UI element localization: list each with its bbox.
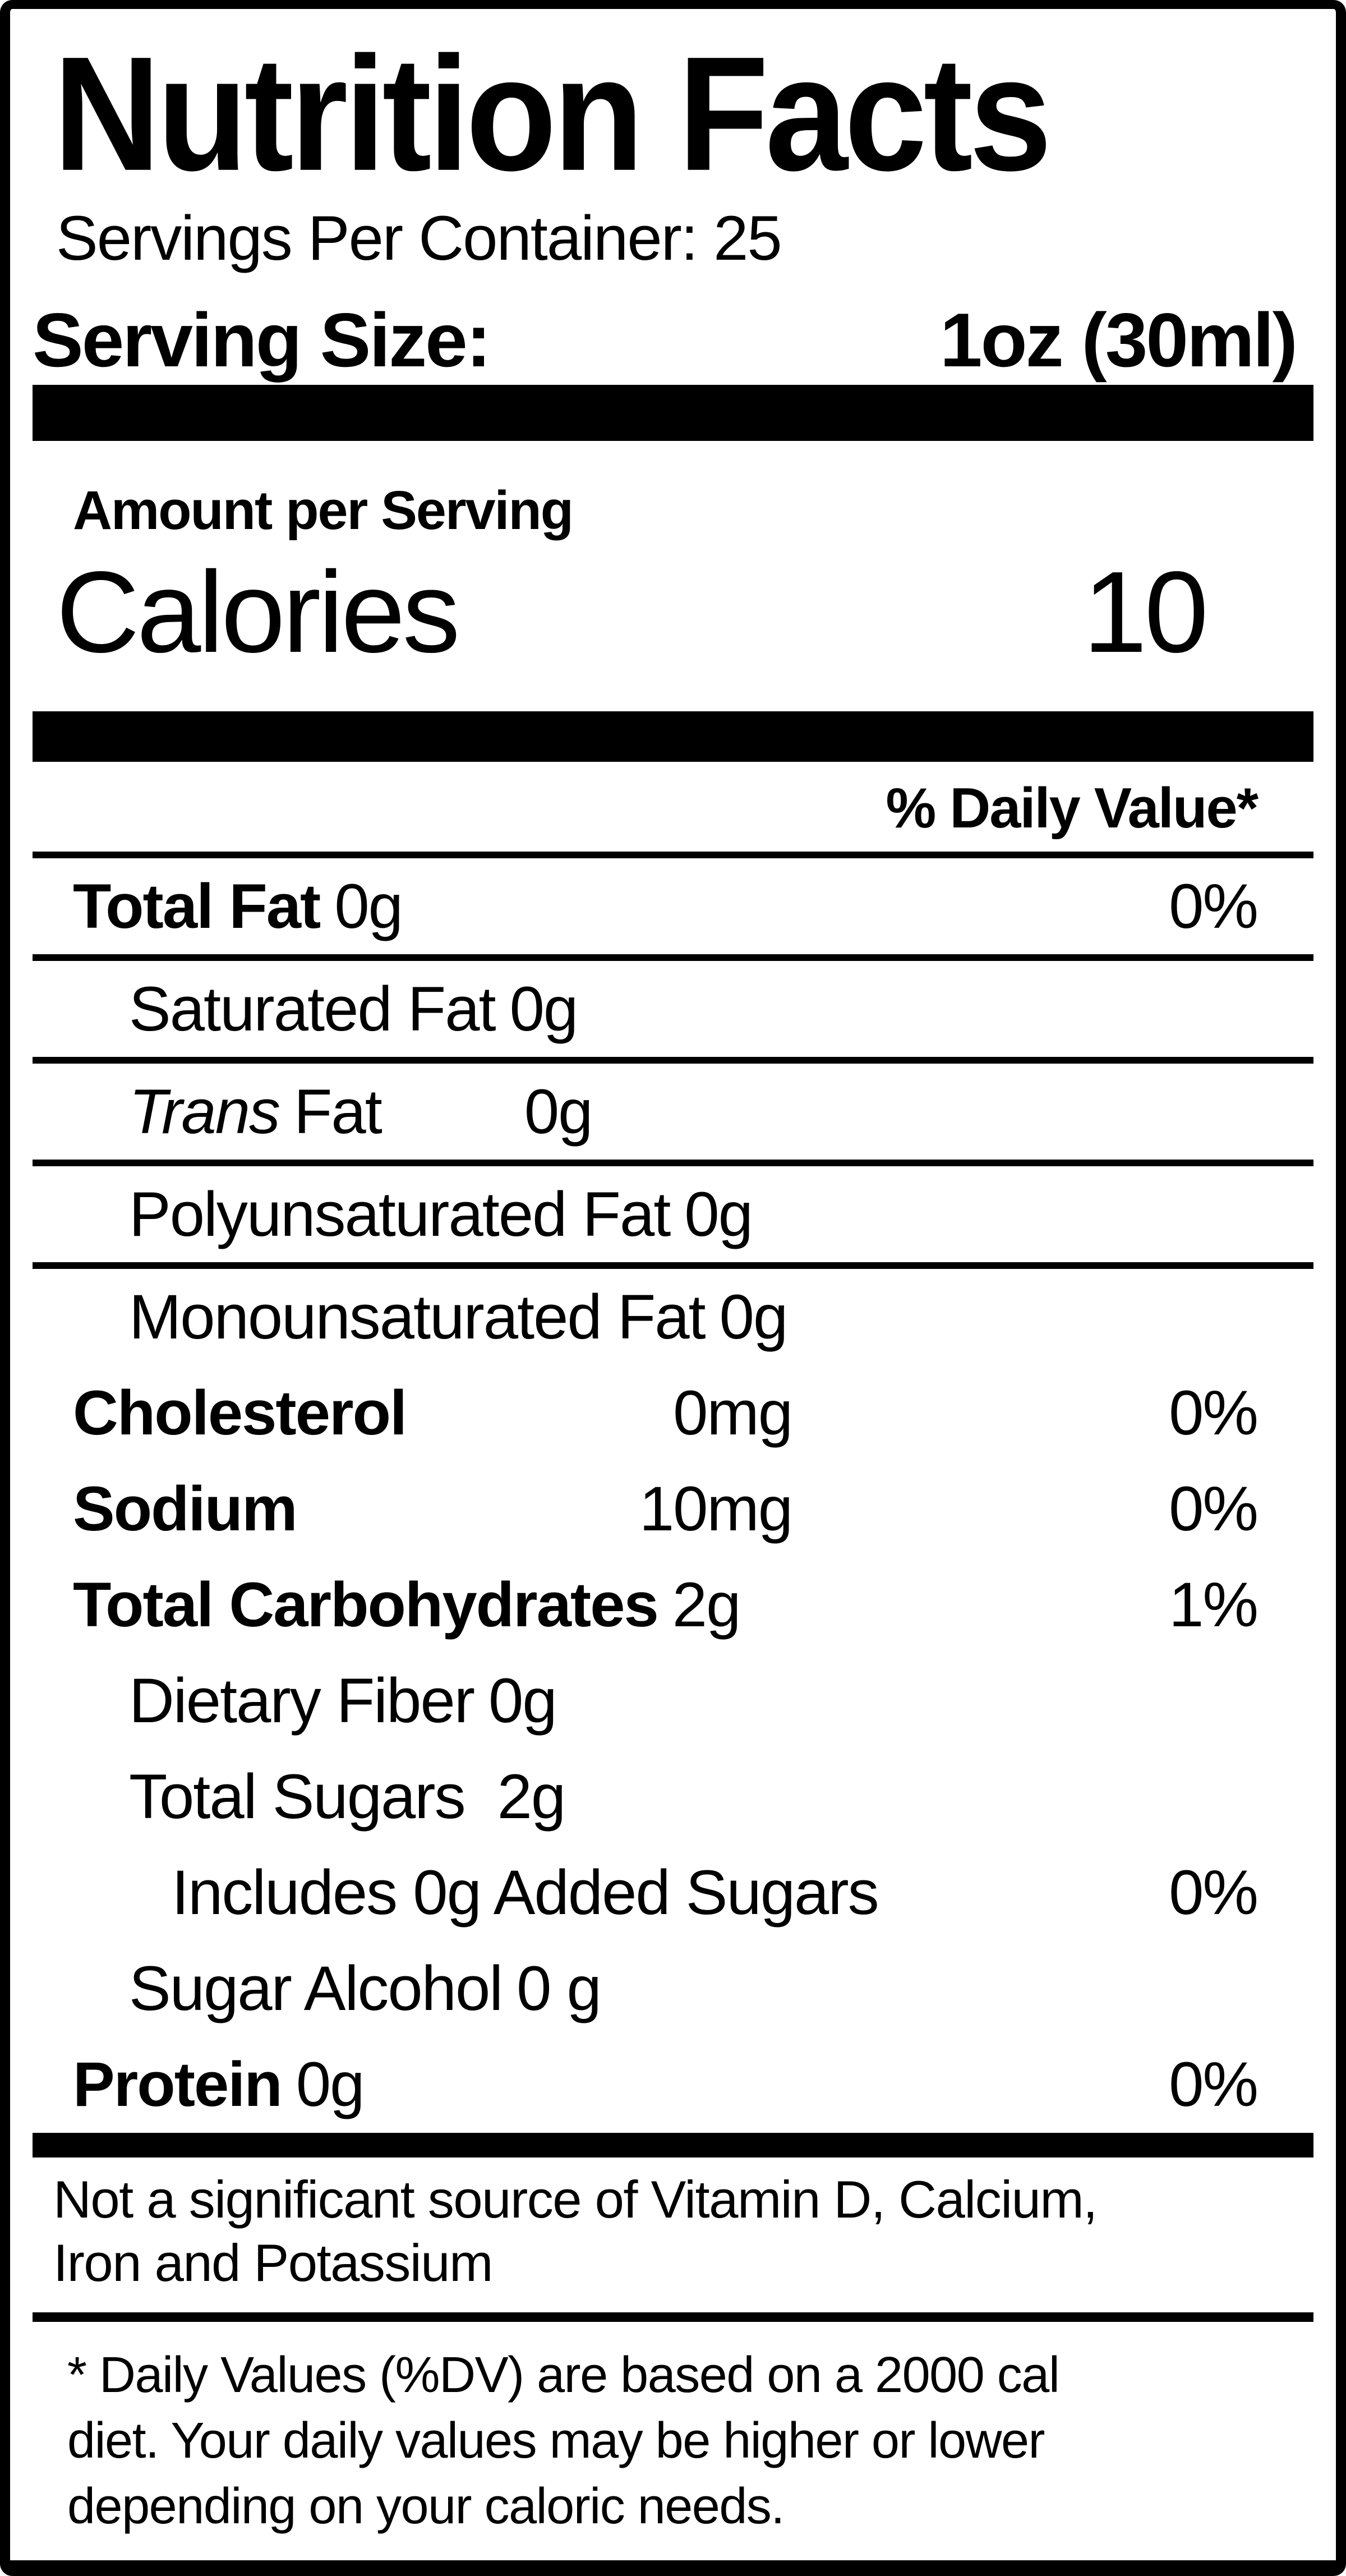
amount-per-serving-label: Amount per Serving	[73, 480, 574, 541]
nutrient-amount: 0g	[524, 1077, 593, 1147]
divider-thick-bottom	[33, 2133, 1313, 2158]
divider-thick-top	[33, 385, 1313, 441]
nutrient-name: Total Carbohydrates	[73, 1570, 659, 1640]
nutrient-amount: 0mg	[673, 1378, 793, 1448]
nutrient-amount: 0g	[334, 871, 403, 941]
calories-value: 10	[1082, 548, 1209, 677]
divider-thick-calories	[33, 711, 1313, 762]
row-total-fat: Total Fat 0g 0%	[33, 858, 1313, 954]
row-total-carbohydrates: Total Carbohydrates 2g 1%	[33, 1557, 1313, 1653]
row-sodium: Sodium 10mg 0%	[33, 1461, 1313, 1557]
nutrient-amount: 0g	[684, 1179, 753, 1249]
nutrient-amount: 0 g	[517, 1953, 602, 2023]
nutrient-amount: 0g	[719, 1282, 789, 1352]
nutrient-amount: 0g	[296, 2049, 365, 2119]
nutrient-name: Cholesterol	[73, 1378, 407, 1448]
divider-hairline	[33, 954, 1313, 961]
daily-value-header: % Daily Value*	[886, 777, 1259, 840]
row-trans-fat: Trans Fat 0g	[33, 1064, 1313, 1160]
footnote-line: depending on your caloric needs.	[67, 2478, 785, 2534]
nutrient-name: Protein	[73, 2049, 283, 2119]
nutrient-name: Dietary Fiber	[129, 1666, 475, 1736]
not-significant-note: Not a significant source of Vitamin D, C…	[53, 2168, 1269, 2294]
nutrient-name: Total Sugars	[129, 1761, 466, 1832]
row-monounsaturated-fat: Monounsaturated Fat 0g	[33, 1269, 1313, 1365]
row-polyunsaturated-fat: Polyunsaturated Fat 0g	[33, 1166, 1313, 1262]
nutrient-percent: 0%	[1169, 1378, 1259, 1448]
divider-hairline	[33, 1160, 1313, 1166]
nutrient-name: Sodium	[73, 1474, 298, 1544]
nutrient-name: Monounsaturated Fat	[129, 1282, 706, 1352]
nutrient-percent: 0%	[1169, 871, 1259, 941]
row-protein: Protein 0g 0%	[33, 2036, 1313, 2132]
nutrient-amount: 10mg	[639, 1474, 793, 1544]
nutrient-name: Polyunsaturated Fat	[129, 1179, 671, 1249]
daily-value-footnote: * Daily Values (%DV) are based on a 2000…	[67, 2343, 1269, 2540]
nutrient-name: Total Fat	[73, 871, 321, 941]
nutrient-amount: 0g	[488, 1666, 557, 1736]
label-content: Nutrition Facts Servings Per Container: …	[33, 9, 1313, 2560]
nutrient-percent: 0%	[1169, 1474, 1259, 1544]
nutrient-table: Total Fat 0g 0% Saturated Fat 0g Trans F…	[33, 852, 1313, 2132]
divider-hairline	[33, 1262, 1313, 1269]
row-added-sugars: Includes 0g Added Sugars 0%	[33, 1844, 1313, 1940]
nutrient-percent: 1%	[1169, 1570, 1259, 1640]
serving-size-label: Serving Size:	[33, 297, 491, 383]
nutrient-amount: 0g	[509, 974, 579, 1044]
serving-size-row: Serving Size: 1oz (30ml)	[33, 296, 1313, 384]
footnote-line: * Daily Values (%DV) are based on a 2000…	[67, 2347, 1060, 2403]
row-saturated-fat: Saturated Fat 0g	[33, 961, 1313, 1057]
nutrient-name: Fat	[293, 1077, 382, 1147]
servings-per-container: Servings Per Container: 25	[56, 203, 782, 273]
nutrient-percent: 0%	[1169, 1857, 1259, 1928]
nutrient-name: Sugar Alcohol	[129, 1953, 503, 2023]
row-cholesterol: Cholesterol 0mg 0%	[33, 1365, 1313, 1461]
nutrient-percent: 0%	[1169, 2049, 1259, 2119]
note-line: Iron and Potassium	[53, 2233, 493, 2292]
nutrient-name-italic: Trans	[129, 1077, 280, 1147]
nutrient-name: Saturated Fat	[129, 974, 496, 1044]
nutrient-amount: 2g	[672, 1570, 741, 1640]
nutrient-amount: 2g	[497, 1761, 566, 1832]
row-dietary-fiber: Dietary Fiber 0g	[33, 1653, 1313, 1749]
divider-footnote	[33, 2312, 1313, 2322]
note-line: Not a significant source of Vitamin D, C…	[53, 2170, 1098, 2229]
divider-hairline	[33, 1057, 1313, 1064]
calories-row: Calories 10	[56, 554, 1313, 670]
row-total-sugars: Total Sugars 2g	[33, 1749, 1313, 1844]
serving-size-value: 1oz (30ml)	[939, 297, 1298, 383]
nutrient-name: Includes 0g Added Sugars	[172, 1857, 879, 1928]
label-title: Nutrition Facts	[53, 22, 1052, 205]
calories-label: Calories	[56, 548, 460, 677]
divider-hairline	[33, 852, 1313, 858]
footnote-line: diet. Your daily values may be higher or…	[67, 2413, 1045, 2469]
row-sugar-alcohol: Sugar Alcohol 0 g	[33, 1940, 1313, 2036]
